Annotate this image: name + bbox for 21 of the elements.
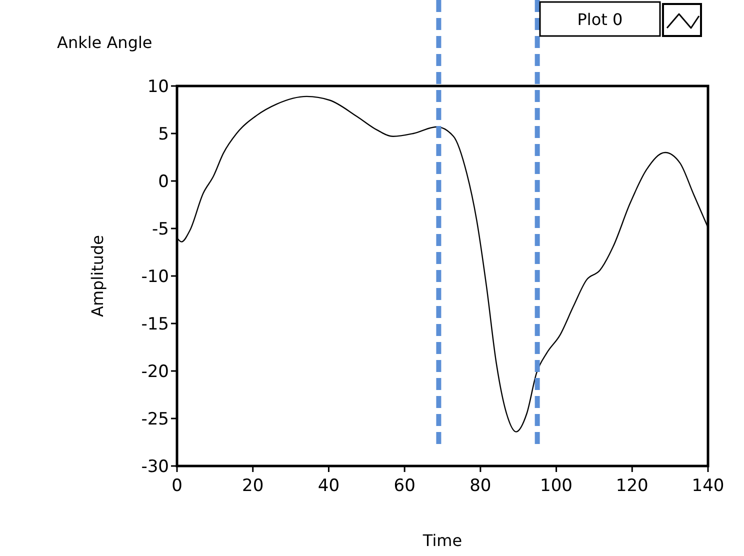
x-tick-label: 40: [318, 476, 340, 496]
y-tick-label: 10: [147, 76, 169, 97]
y-tick-label: -15: [141, 314, 169, 334]
x-tick-label: 0: [172, 476, 182, 496]
y-tick-label: -20: [141, 362, 169, 382]
y-tick-label: -30: [141, 456, 169, 477]
y-tick-label: -5: [152, 219, 169, 240]
x-tick-label: 100: [540, 476, 573, 496]
chart-title: Ankle Angle: [57, 33, 152, 52]
text: Plot 0: [577, 10, 623, 29]
x-tick-label: 20: [242, 476, 264, 496]
y-tick-label: -25: [141, 409, 169, 430]
x-tick-label: 80: [470, 476, 492, 496]
x-tick-label: 140: [692, 476, 724, 496]
x-axis-title: Time: [422, 531, 462, 550]
y-tick-label: 5: [158, 124, 169, 144]
y-axis-title: Amplitude: [88, 235, 107, 317]
x-tick-label: 120: [616, 476, 648, 496]
y-tick-label: 0: [158, 172, 169, 192]
x-tick-label: 60: [394, 476, 416, 496]
y-tick-label: -10: [141, 266, 169, 287]
